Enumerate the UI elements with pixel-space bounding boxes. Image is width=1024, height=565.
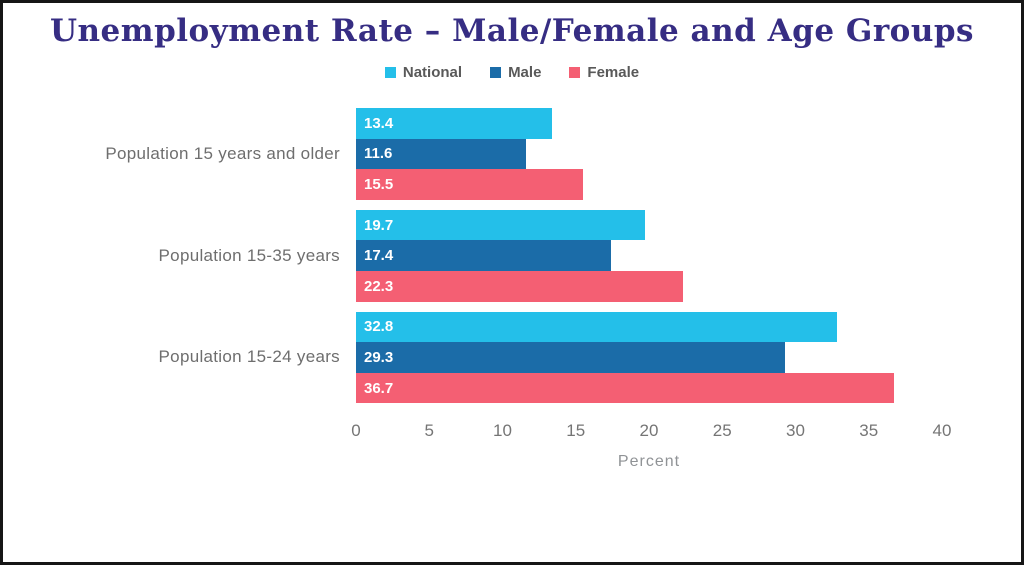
x-axis-label: Percent: [617, 453, 681, 471]
bar-value-label: 11.6: [364, 145, 393, 163]
legend-swatch-icon: [569, 67, 581, 78]
bar-female: 22.3: [356, 270, 683, 302]
x-axis: 0 5 10 15 20 25 30 35 40: [3, 413, 1021, 445]
bar-male: 11.6: [356, 138, 526, 170]
legend: National Male Female: [3, 64, 1021, 81]
chart-row: Population 15 years and older 13.4 11.6 15.…: [3, 108, 1021, 200]
bar-female: 36.7: [356, 372, 894, 404]
x-axis-label-row: Percent: [3, 445, 1021, 471]
bar-male: 29.3: [356, 342, 786, 373]
chart-rows: Population 15 years and older 13.4 11.6 15.…: [3, 108, 1021, 404]
x-tick: 0: [351, 421, 361, 441]
bar-value-label: 22.3: [364, 277, 394, 295]
bar-group: 13.4 11.6 15.5: [356, 108, 942, 200]
chart-row: Population 15-24 years 32.8 29.3 36.7: [3, 311, 1021, 404]
bar-value-label: 13.4: [364, 114, 394, 132]
x-tick: 5: [424, 421, 434, 441]
bar-chart: Population 15 years and older 13.4 11.6 15.…: [3, 108, 1021, 471]
legend-label: National: [402, 64, 463, 81]
chart-row: Population 15-35 years 19.7 17.4 22.3: [3, 209, 1021, 302]
category-label: Population 15 years and older: [105, 143, 340, 163]
legend-item-female: Female: [569, 64, 639, 81]
legend-item-male: Male: [490, 64, 541, 81]
x-tick: 35: [859, 421, 879, 441]
bar-national: 13.4: [356, 108, 553, 139]
axis-spacer: [3, 413, 356, 445]
x-tick: 30: [786, 421, 805, 441]
category-label: Population 15-24 years: [158, 347, 340, 367]
bar-female: 15.5: [356, 169, 584, 200]
axis-spacer: [3, 445, 356, 471]
legend-swatch-icon: [490, 67, 502, 78]
legend-label: Male: [508, 64, 542, 81]
legend-swatch-icon: [384, 67, 396, 78]
legend-label: Female: [587, 64, 640, 81]
bar-male: 17.4: [356, 240, 611, 271]
category-label: Population 15-35 years: [158, 245, 340, 265]
x-tick: 15: [566, 421, 586, 441]
bar-group: 32.8 29.3 36.7: [356, 311, 942, 404]
bar-national: 19.7: [356, 209, 645, 241]
bar-value-label: 17.4: [364, 247, 394, 265]
bar-group: 19.7 17.4 22.3: [356, 209, 942, 302]
bar-value-label: 36.7: [364, 379, 394, 397]
x-tick: 40: [932, 421, 952, 441]
x-tick: 10: [493, 421, 512, 441]
x-axis-ticks: 0 5 10 15 20 25 30 35 40: [351, 421, 951, 445]
bar-value-label: 29.3: [364, 348, 394, 366]
bar-value-label: 15.5: [364, 175, 394, 193]
bar-value-label: 32.8: [364, 318, 394, 336]
legend-item-national: National: [384, 64, 463, 81]
x-tick: 20: [639, 421, 659, 441]
chart-title: Unemployment Rate – Male/Female and Age …: [49, 13, 975, 49]
bar-value-label: 19.7: [364, 216, 394, 234]
bar-national: 32.8: [356, 311, 837, 343]
x-tick: 25: [712, 421, 732, 441]
